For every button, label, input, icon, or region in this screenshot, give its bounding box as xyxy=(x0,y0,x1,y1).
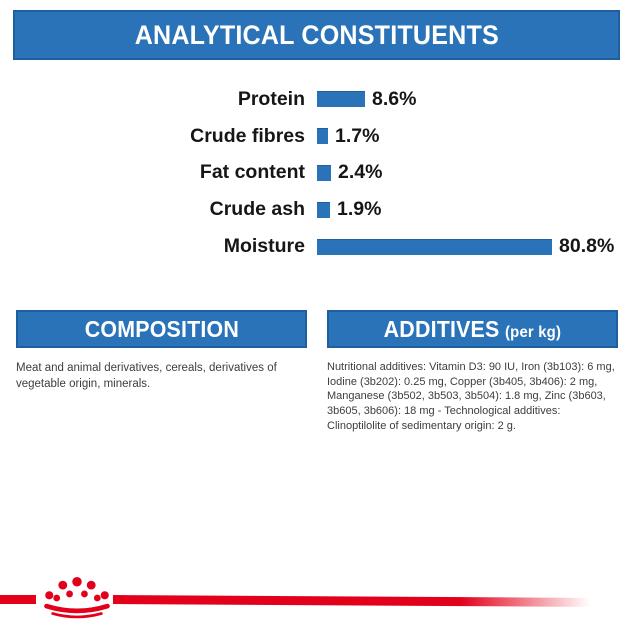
additives-body: Nutritional additives: Vitamin D3: 90 IU… xyxy=(327,361,615,432)
red-accent-bar-right xyxy=(112,595,596,607)
composition-body: Meat and animal derivatives, cereals, de… xyxy=(16,362,277,390)
bar-value-protein: 8.6% xyxy=(372,87,417,110)
analytical-constituents-title: ANALYTICAL CONSTITUENTS xyxy=(134,19,499,50)
bar-fat-content xyxy=(317,164,331,181)
bar-label-fat-content: Fat content xyxy=(199,161,305,184)
bar-value-moisture: 80.8% xyxy=(559,235,615,258)
additives-title-suffix: (per kg) xyxy=(505,323,562,341)
chart-row-protein: Protein 8.6% xyxy=(0,81,634,118)
additives-banner: ADDITIVES (per kg) xyxy=(327,310,618,348)
chart-row-crude-ash: Crude ash 1.9% xyxy=(0,191,634,228)
bar-value-crude-ash: 1.9% xyxy=(337,198,382,221)
additives-title: ADDITIVES xyxy=(383,315,500,342)
chart-row-moisture: Moisture 80.8% xyxy=(0,228,634,265)
bar-value-crude-fibres: 1.7% xyxy=(335,124,380,147)
bar-crude-fibres xyxy=(317,128,328,145)
bar-label-crude-ash: Crude ash xyxy=(209,198,305,221)
bar-value-fat-content: 2.4% xyxy=(338,161,383,184)
bar-protein xyxy=(317,91,365,108)
bar-moisture xyxy=(317,238,552,255)
bar-label-crude-fibres: Crude fibres xyxy=(190,124,305,147)
chart-row-fat-content: Fat content 2.4% xyxy=(0,155,634,192)
additives-section: ADDITIVES (per kg) Nutritional additives:… xyxy=(327,310,618,433)
royal-canin-crown-logo xyxy=(44,577,110,619)
constituents-bar-chart: Protein 8.6% Crude fibres 1.7% Fat conte… xyxy=(0,81,634,265)
red-accent-bar-left xyxy=(0,595,36,604)
composition-section: COMPOSITION Meat and animal derivatives,… xyxy=(16,310,307,392)
bar-label-moisture: Moisture xyxy=(223,235,305,258)
additives-title-group: ADDITIVES (per kg) xyxy=(384,316,561,343)
composition-title: COMPOSITION xyxy=(84,315,239,342)
analytical-constituents-banner: ANALYTICAL CONSTITUENTS xyxy=(13,10,620,60)
chart-row-crude-fibres: Crude fibres 1.7% xyxy=(0,118,634,155)
composition-banner: COMPOSITION xyxy=(16,310,307,348)
bar-label-protein: Protein xyxy=(237,87,305,110)
bar-crude-ash xyxy=(317,201,330,218)
